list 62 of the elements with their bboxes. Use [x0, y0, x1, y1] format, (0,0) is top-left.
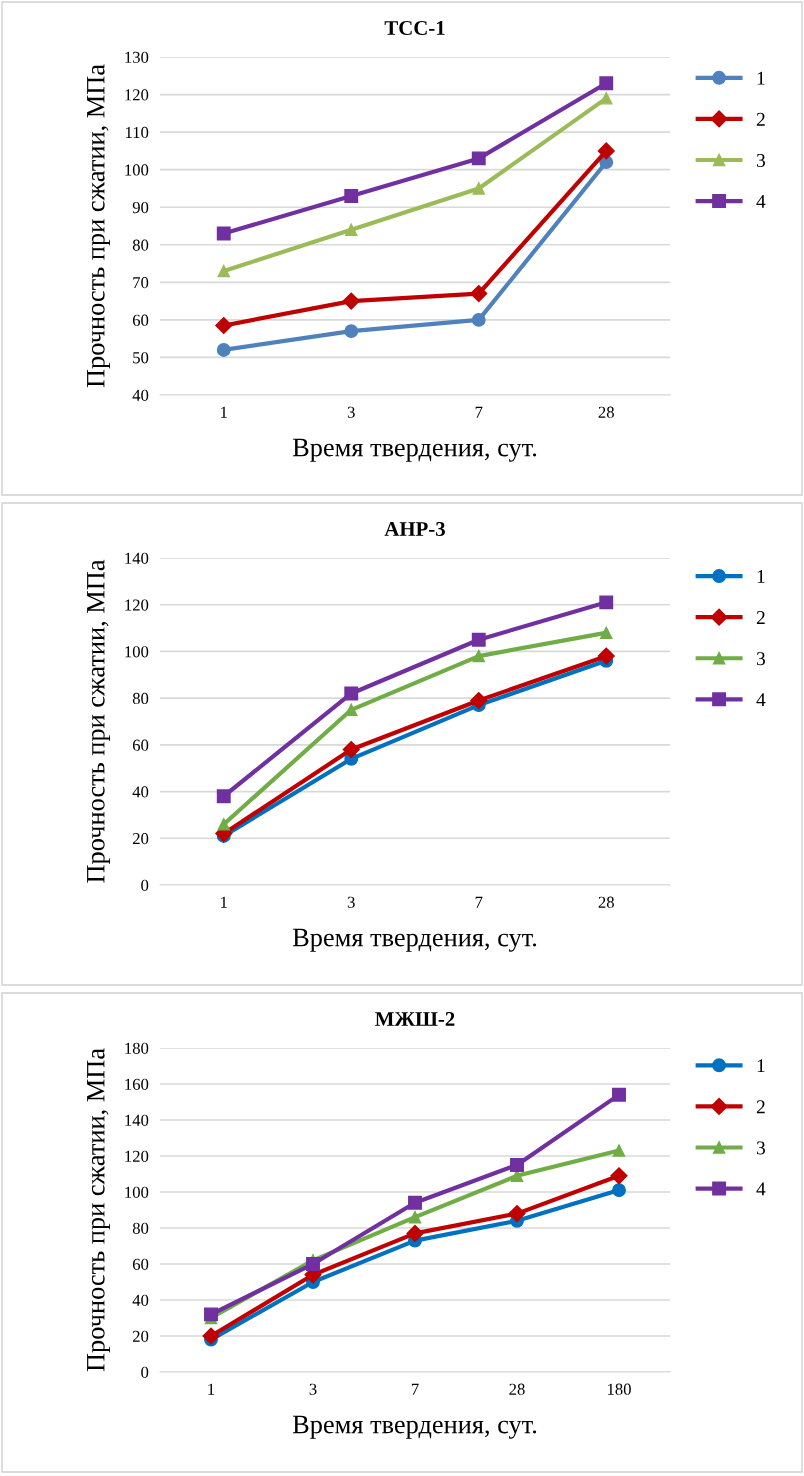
y-tick-label: 140 [125, 552, 149, 564]
y-axis-title: Прочность при сжатии, МПа [87, 1048, 110, 1372]
legend-label: 1 [757, 570, 765, 583]
x-tick-label: 7 [411, 1383, 419, 1395]
y-tick-label: 50 [133, 352, 149, 364]
chart-title: АНР-3 [384, 521, 445, 536]
x-tick-label: 3 [309, 1383, 317, 1395]
chart-title: МЖШ-2 [375, 1011, 455, 1026]
chart-title: ТСС-1 [384, 20, 445, 35]
y-tick-label: 120 [125, 1150, 149, 1162]
y-tick-label: 0 [141, 1366, 149, 1378]
x-tick-label: 7 [475, 406, 483, 418]
y-tick-label: 80 [132, 1222, 149, 1234]
y-tick-label: 100 [125, 1186, 149, 1198]
x-tick-label: 1 [221, 896, 227, 908]
x-tick-label: 28 [598, 896, 614, 908]
y-tick-label: 40 [132, 389, 149, 401]
y-tick-label: 70 [133, 277, 149, 289]
x-axis-title: Время твердения, сут. [292, 438, 537, 462]
y-tick-label: 0 [141, 879, 149, 891]
y-tick-label: 180 [125, 1042, 149, 1054]
legend-label: 3 [756, 1141, 765, 1155]
y-tick-label: 40 [132, 1294, 149, 1306]
y-tick-label: 100 [125, 646, 149, 658]
y-tick-label: 120 [125, 599, 149, 611]
x-tick-label: 28 [598, 406, 614, 418]
y-tick-label: 140 [125, 1114, 149, 1126]
x-axis-title: Время твердения, сут. [292, 1415, 537, 1439]
legend-label: 4 [756, 1182, 766, 1196]
y-tick-label: 60 [132, 739, 149, 751]
y-tick-label: 120 [125, 89, 149, 101]
y-tick-label: 20 [132, 1330, 149, 1342]
y-tick-label: 160 [125, 1078, 149, 1090]
y-tick-label: 80 [132, 239, 149, 251]
legend-label: 2 [756, 1100, 765, 1114]
legend-label: 4 [756, 693, 766, 707]
y-tick-label: 90 [132, 201, 149, 214]
y-tick-label: 60 [132, 1258, 149, 1270]
x-tick-label: 3 [347, 406, 355, 418]
x-tick-label: 7 [475, 896, 483, 908]
legend-label: 4 [756, 195, 766, 208]
x-axis-title: Время твердения, сут. [292, 928, 537, 952]
legend-label: 2 [756, 611, 765, 624]
y-tick-label: 60 [132, 314, 149, 326]
y-tick-label: 80 [132, 692, 149, 705]
x-tick-label: 1 [208, 1383, 215, 1395]
x-tick-label: 3 [347, 896, 355, 908]
y-tick-label: 130 [125, 51, 149, 63]
y-tick-label: 110 [125, 126, 149, 139]
x-tick-label: 1 [221, 406, 227, 418]
x-tick-label: 28 [509, 1383, 525, 1395]
y-axis-title: Прочность при сжатии, МПа [87, 64, 110, 388]
legend-label: 3 [756, 652, 765, 666]
y-axis-title: Прочность при сжатии, МПа [87, 559, 110, 883]
legend-label: 3 [756, 153, 765, 167]
x-tick-label: 180 [607, 1383, 631, 1395]
legend-label: 2 [756, 112, 765, 126]
y-tick-label: 40 [132, 786, 149, 798]
legend-label: 1 [757, 1059, 765, 1073]
y-tick-label: 100 [125, 164, 149, 176]
legend-label: 1 [757, 71, 765, 85]
y-tick-label: 20 [132, 832, 149, 845]
